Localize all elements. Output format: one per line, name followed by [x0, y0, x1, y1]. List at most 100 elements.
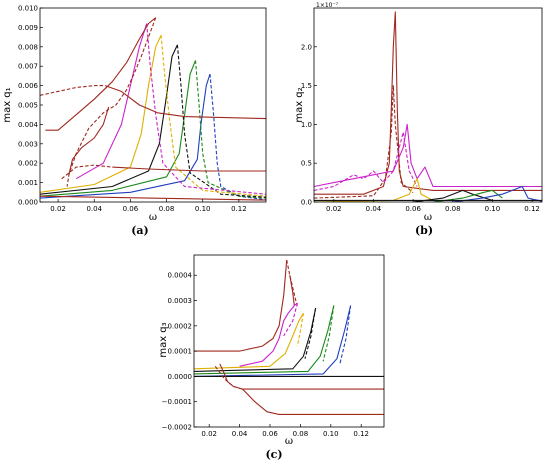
chart-panel-3: 0.02 0.04 0.06 0.08 0.10 0.12 −0.0002 −0.0001 0.… [158, 254, 385, 461]
y-tick-label: 0.0001 [168, 348, 193, 356]
series-line-11 [322, 305, 335, 362]
panel-label: (b) [415, 224, 433, 237]
series-line-11 [45, 17, 157, 131]
y-tick-label: 0.0004 [168, 272, 193, 280]
x-tick-label: 0.04 [86, 205, 102, 213]
x-tick-label: 0.06 [123, 205, 139, 213]
series-line-3 [40, 60, 197, 197]
series-line-10 [146, 23, 266, 195]
x-tick-label: 0.12 [231, 205, 247, 213]
x-tick-label: 0.06 [262, 430, 278, 438]
x-tick-label: 0.10 [485, 205, 501, 213]
series-line-17 [112, 166, 266, 172]
series-line-6 [194, 312, 304, 370]
series-line-8 [452, 185, 542, 202]
axes-frame [193, 254, 385, 428]
y-tick-label: 0.0003 [168, 297, 193, 305]
x-tick-label: 0.04 [366, 205, 382, 213]
y-tick-label: −0.0002 [162, 424, 192, 432]
y-tick-label: 0.004 [18, 121, 39, 129]
y-axis-label: max q₃ [158, 322, 169, 357]
x-tick-label: 0.08 [159, 205, 175, 213]
series-line-4 [314, 131, 418, 191]
x-tick-label: 0.04 [232, 430, 248, 438]
series-line-2 [286, 259, 298, 306]
series-line-18 [40, 195, 266, 201]
series-line-6 [176, 44, 266, 198]
x-axis-label: ω [424, 212, 432, 223]
y-tick-label: 0.008 [18, 43, 38, 51]
y-tick-label: 0.003 [18, 140, 38, 148]
series-line-9 [304, 308, 317, 359]
series-line-3 [289, 275, 295, 306]
series-line-6 [413, 189, 493, 202]
series-line-15 [214, 365, 243, 390]
series-line-1 [40, 73, 211, 199]
series-line-10 [194, 305, 335, 375]
series-group [314, 11, 542, 202]
x-tick-label: 0.10 [195, 205, 211, 213]
y-tick-label: 0.000 [18, 199, 38, 207]
series-line-4 [239, 302, 298, 367]
x-axis-label: ω [149, 212, 157, 223]
axes-frame [39, 7, 267, 203]
series-line-13 [68, 106, 110, 175]
series-line-1 [314, 11, 542, 195]
y-tick-label: 1.5 [301, 82, 312, 90]
series-line-5 [40, 44, 178, 195]
axis-multiplier: 1×10⁻⁷ [316, 2, 339, 9]
series-group [40, 17, 266, 201]
axes-frame [313, 7, 543, 203]
series-line-1 [194, 260, 288, 352]
series-line-7 [296, 313, 304, 347]
y-tick-label: 0.007 [18, 63, 38, 71]
series-line-5 [283, 302, 298, 337]
series-line-8 [194, 307, 317, 372]
x-axis-label: ω [285, 436, 293, 447]
series-line-7 [40, 34, 162, 193]
panel-label: (c) [265, 448, 282, 461]
series-line-13 [339, 305, 352, 364]
series-line-8 [160, 35, 266, 197]
series-line-16 [61, 164, 113, 180]
y-axis-label: max q₁ [2, 87, 13, 122]
chart-panel-2: 0.02 0.04 0.06 0.08 0.10 0.12 0.0 0.5 1.0 1.5 2.0 1… [294, 2, 543, 237]
series-line-12 [66, 17, 157, 187]
x-tick-label: 0.02 [326, 205, 342, 213]
series-line-15 [104, 85, 266, 120]
series-line-17 [242, 388, 384, 415]
series-line-14 [40, 85, 106, 96]
x-tick-label: 0.12 [353, 430, 369, 438]
y-tick-label: 1.0 [301, 121, 312, 129]
y-tick-label: 2.0 [301, 43, 312, 51]
y-tick-label: 0.005 [18, 102, 38, 110]
x-tick-label: 0.06 [405, 205, 421, 213]
series-line-2 [209, 73, 266, 201]
y-tick-label: −0.0001 [162, 398, 192, 406]
series-line-2 [314, 85, 414, 199]
y-tick-label: 0.009 [18, 24, 38, 32]
y-tick-label: 0.001 [18, 179, 38, 187]
x-tick-label: 0.02 [50, 205, 66, 213]
x-tick-label: 0.08 [293, 430, 309, 438]
chart-panel-1: 0.02 0.04 0.06 0.08 0.10 0.12 0.000 0.001 0.002 0… [2, 5, 267, 237]
x-tick-label: 0.12 [524, 205, 540, 213]
series-line-12 [194, 305, 352, 377]
y-axis-label: max q₂ [294, 87, 305, 122]
panel-label: (a) [131, 224, 149, 237]
series-line-16 [219, 363, 384, 390]
y-tick-label: 0.006 [18, 82, 39, 90]
y-tick-label: 0.0 [301, 199, 312, 207]
y-tick-label: 0.0002 [168, 322, 193, 330]
series-line-4 [194, 60, 266, 199]
y-tick-label: 0.002 [18, 160, 38, 168]
x-tick-label: 0.08 [445, 205, 461, 213]
y-tick-label: 0.0000 [168, 373, 193, 381]
x-tick-label: 0.10 [323, 430, 339, 438]
y-tick-label: 0.010 [18, 5, 38, 13]
series-line-9 [75, 23, 148, 180]
series-group [194, 259, 384, 415]
x-tick-label: 0.02 [201, 430, 217, 438]
y-tick-label: 0.5 [301, 160, 312, 168]
